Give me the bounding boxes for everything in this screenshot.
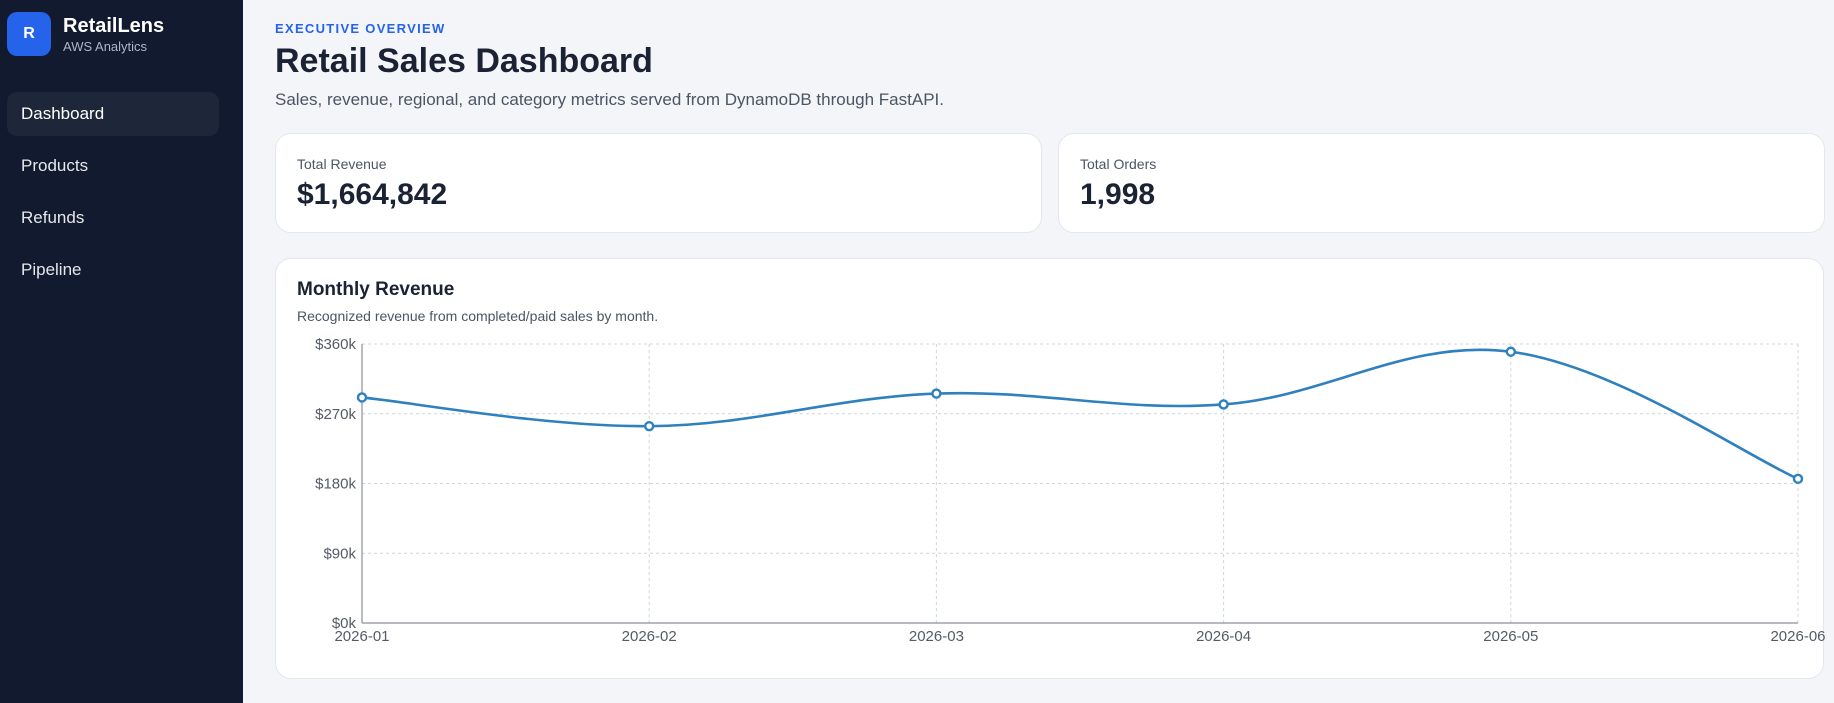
y-tick-label: $270k xyxy=(315,406,356,423)
revenue-series-line xyxy=(361,348,1799,481)
page-title: Retail Sales Dashboard xyxy=(275,42,653,80)
revenue-data-point xyxy=(1792,473,1804,485)
sidebar-item-products[interactable]: Products xyxy=(21,156,89,175)
chart-subtitle: Recognized revenue from completed/paid s… xyxy=(297,308,659,324)
kpi-value: 1,998 xyxy=(1080,178,1156,211)
revenue-data-point xyxy=(1218,399,1229,410)
main-content: EXECUTIVE OVERVIEW Retail Sales Dashboar… xyxy=(243,0,1834,703)
brand-subtitle: AWS Analytics xyxy=(63,39,148,54)
kpi-card-total-revenue: Total Revenue $1,664,842 xyxy=(275,133,1042,233)
kpi-value: $1,664,842 xyxy=(297,178,448,211)
y-tick-label: $360k xyxy=(315,336,356,353)
brand: R RetailLens AWS Analytics xyxy=(7,12,164,56)
sidebar-item-dashboard[interactable]: Dashboard xyxy=(7,92,219,136)
page-subtitle: Sales, revenue, regional, and category m… xyxy=(275,90,944,109)
x-tick-label: 2026-04 xyxy=(1196,628,1251,645)
x-tick-label: 2026-03 xyxy=(909,628,964,645)
revenue-data-point xyxy=(1505,346,1517,357)
page-eyebrow: EXECUTIVE OVERVIEW xyxy=(275,21,446,36)
y-tick-label: $180k xyxy=(315,476,356,493)
sidebar-nav: Dashboard Products Refunds Pipeline xyxy=(7,92,219,300)
y-tick-label: $0k xyxy=(332,615,357,632)
kpi-card-total-orders: Total Orders 1,998 xyxy=(1058,133,1825,233)
brand-name: RetailLens xyxy=(63,15,165,37)
x-tick-label: 2026-02 xyxy=(622,628,677,645)
revenue-data-point xyxy=(931,388,942,399)
kpi-label: Total Orders xyxy=(1080,156,1157,172)
revenue-data-point xyxy=(644,420,655,432)
x-tick-label: 2026-05 xyxy=(1483,628,1538,645)
y-tick-label: $90k xyxy=(323,545,356,562)
revenue-data-point xyxy=(356,392,368,403)
sidebar: R RetailLens AWS Analytics Dashboard Pro… xyxy=(0,0,243,703)
sidebar-item-pipeline[interactable]: Pipeline xyxy=(21,260,82,279)
x-tick-label: 2026-06 xyxy=(1770,628,1825,645)
revenue-line-chart: $0k $90k $180k $270k $360k 2026-01 2026-02 2026… xyxy=(315,336,1825,645)
x-tick-label: 2026-01 xyxy=(334,628,389,645)
brand-logo: R xyxy=(7,12,51,56)
kpi-label: Total Revenue xyxy=(297,156,387,172)
sidebar-item-refunds[interactable]: Refunds xyxy=(21,208,85,227)
brand-text: RetailLens AWS Analytics xyxy=(63,14,164,56)
monthly-revenue-card: Monthly Revenue Recognized revenue from … xyxy=(275,258,1825,679)
chart-title: Monthly Revenue xyxy=(297,279,455,300)
